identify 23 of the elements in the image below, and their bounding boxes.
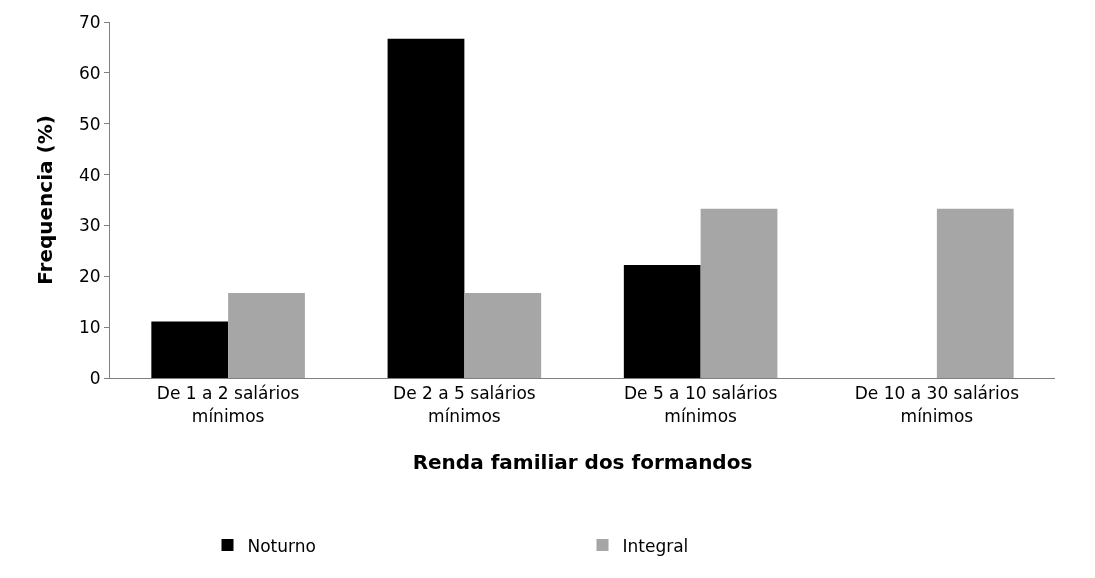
bar bbox=[228, 293, 305, 378]
legend-label: Noturno bbox=[247, 535, 316, 556]
x-tick-label: De 1 a 2 salários mínimos bbox=[156, 383, 300, 426]
y-axis-title: Frequencia (%) bbox=[33, 115, 58, 285]
bar bbox=[464, 293, 542, 378]
y-tick-label: 0 bbox=[89, 367, 101, 388]
y-tick-label: 40 bbox=[78, 164, 101, 185]
bar bbox=[623, 265, 701, 378]
x-tick-label: De 2 a 5 salários mínimos bbox=[393, 383, 536, 426]
x-tick-label: De 5 a 10 salários mínimos bbox=[623, 383, 778, 426]
x-tick-label: De 10 a 30 salários mínimos bbox=[854, 383, 1020, 426]
x-axis-title: Renda familiar dos formandos bbox=[412, 450, 753, 474]
y-tick-label: 50 bbox=[78, 113, 101, 134]
legend-label: Integral bbox=[622, 535, 689, 556]
bar bbox=[387, 38, 465, 378]
y-tick-label: 10 bbox=[78, 317, 101, 338]
bar bbox=[936, 208, 1014, 378]
y-tick-label: 60 bbox=[78, 62, 101, 83]
y-tick-label: 70 bbox=[78, 11, 101, 32]
y-tick-label: 30 bbox=[78, 215, 101, 236]
y-tick-label: 20 bbox=[78, 266, 101, 287]
bar bbox=[151, 321, 229, 378]
bar bbox=[700, 208, 778, 378]
